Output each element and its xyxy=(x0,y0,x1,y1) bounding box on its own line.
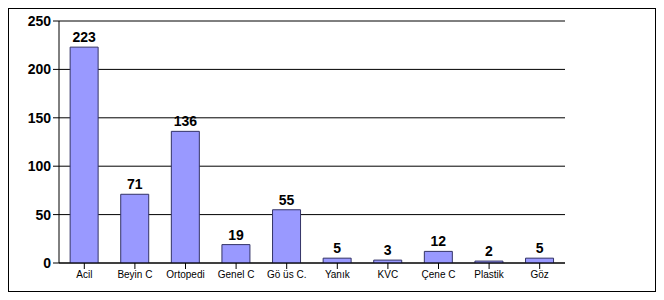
svg-text:200: 200 xyxy=(28,61,52,77)
svg-text:250: 250 xyxy=(28,13,52,29)
svg-text:19: 19 xyxy=(228,227,244,243)
svg-text:Gö üs C.: Gö üs C. xyxy=(267,269,306,280)
svg-text:Plastik: Plastik xyxy=(474,269,504,280)
svg-text:55: 55 xyxy=(279,192,295,208)
svg-text:136: 136 xyxy=(174,113,198,129)
svg-text:100: 100 xyxy=(28,158,52,174)
svg-text:KVC: KVC xyxy=(378,269,399,280)
svg-text:Beyin C: Beyin C xyxy=(117,269,152,280)
svg-text:0: 0 xyxy=(43,255,51,271)
svg-text:12: 12 xyxy=(431,233,447,249)
svg-text:Ortopedi: Ortopedi xyxy=(166,269,204,280)
svg-text:Çene C: Çene C xyxy=(422,269,456,280)
svg-text:5: 5 xyxy=(333,240,341,256)
svg-text:Yanık: Yanık xyxy=(325,269,351,280)
svg-text:223: 223 xyxy=(72,29,96,45)
svg-text:3: 3 xyxy=(384,242,392,258)
svg-text:Genel C: Genel C xyxy=(218,269,255,280)
svg-text:50: 50 xyxy=(35,207,51,223)
svg-text:71: 71 xyxy=(127,176,143,192)
svg-text:2: 2 xyxy=(485,243,493,259)
svg-text:Acil: Acil xyxy=(76,269,92,280)
svg-text:150: 150 xyxy=(28,110,52,126)
svg-text:5: 5 xyxy=(536,240,544,256)
svg-text:Göz: Göz xyxy=(531,269,549,280)
